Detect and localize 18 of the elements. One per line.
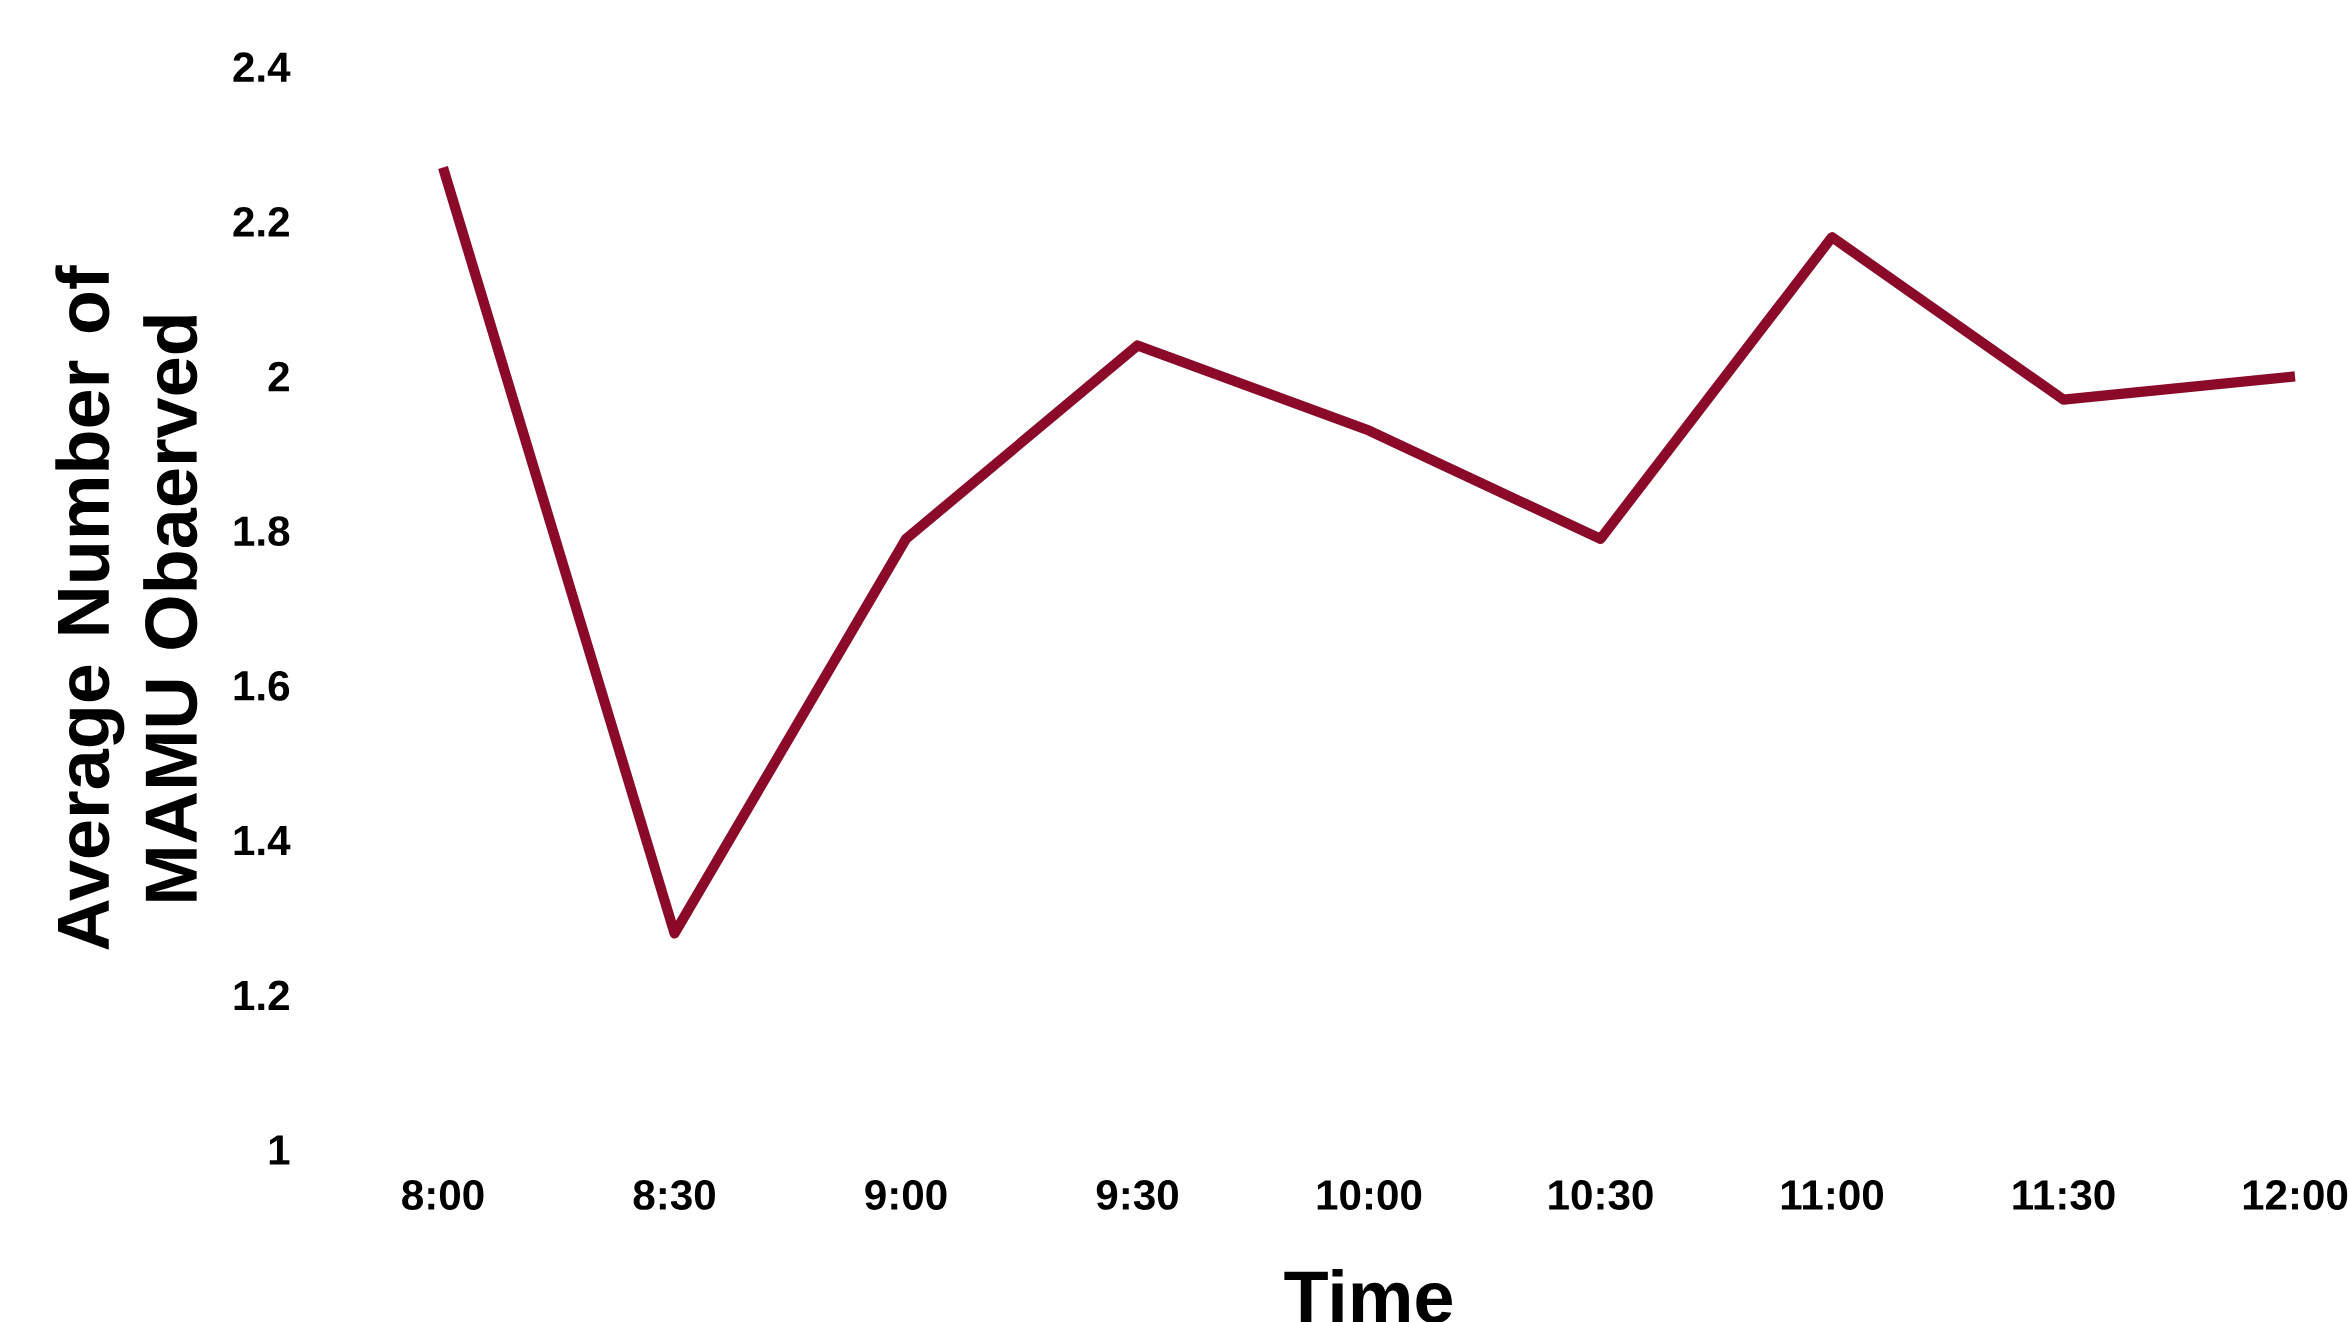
y-tick-label: 2: [268, 361, 289, 392]
y-tick-label: 1: [269, 1135, 290, 1165]
y-axis-title: Average Number of MAMU Obaerved: [55, 265, 198, 950]
x-tick-label: 8:00: [402, 1180, 484, 1210]
y-tick-label: 1.8: [234, 516, 290, 547]
x-tick-label: 8:30: [633, 1180, 715, 1210]
x-tick-label: 12:00: [2243, 1180, 2348, 1210]
x-tick-label: 11:00: [1781, 1180, 1884, 1210]
x-tick-label: 11:30: [2013, 1180, 2115, 1210]
x-tick-label: 9:30: [1096, 1180, 1178, 1210]
y-tick-label: 2.4: [233, 52, 291, 82]
y-tick-label: 1.2: [234, 980, 289, 1010]
x-tick-label: 10:00: [1317, 1180, 1422, 1210]
y-tick-label: 2.2: [233, 206, 289, 237]
x-tick-label: 9:00: [865, 1180, 947, 1210]
x-tick-label: 10:30: [1549, 1180, 1653, 1210]
y-tick-label: 1.4: [234, 826, 291, 856]
y-tick-label: 1.6: [234, 670, 290, 701]
